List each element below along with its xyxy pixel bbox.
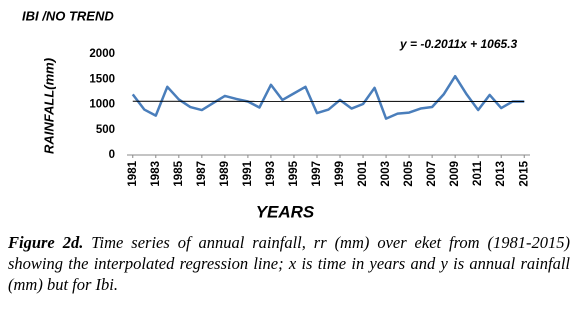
x-tick-label: 1997 (311, 161, 323, 187)
x-tick-label: 2003 (380, 161, 392, 187)
y-tick-label: 1500 (89, 73, 115, 85)
chart-title: IBI /NO TREND (22, 8, 114, 23)
x-tick-label: 1995 (288, 160, 300, 186)
x-tick-label: 1987 (196, 161, 208, 187)
trend-equation: y = -0.2011x + 1065.3 (399, 37, 518, 51)
x-tick-label: 1983 (150, 161, 162, 187)
y-tick-label: 2000 (89, 48, 115, 60)
x-tick-label: 2001 (357, 160, 369, 186)
x-tick-label: 2013 (495, 161, 507, 187)
data-line (131, 74, 525, 120)
caption: Figure 2d. Time series of annual rainfal… (8, 232, 570, 295)
y-tick-label: 500 (96, 124, 115, 136)
x-tick-label: 2005 (403, 160, 415, 186)
x-tick-label: 1989 (219, 161, 231, 187)
caption-text: Time series of annual rainfall, rr (mm) … (8, 233, 571, 294)
x-tick-label: 1981 (127, 160, 139, 186)
x-tick-label: 1991 (242, 160, 254, 186)
x-tick-label: 2007 (426, 161, 438, 187)
x-tick-label: 1999 (334, 161, 346, 187)
chart: IBI /NO TREND y = -0.2011x + 1065.3 RAIN… (22, 8, 530, 221)
y-axis-label: RAINFALL(mm) (41, 58, 56, 154)
y-tick-label: 1000 (89, 99, 115, 111)
x-axis-label: YEARS (256, 202, 315, 221)
caption-label: Figure 2d. (8, 233, 84, 252)
y-tick-label: 0 (109, 149, 115, 161)
x-tick-label: 1993 (265, 161, 277, 187)
x-tick-label: 1985 (173, 160, 185, 186)
x-tick-label: 2015 (518, 160, 530, 186)
x-tick-label: 2011 (472, 160, 484, 186)
x-tick-label: 2009 (449, 161, 461, 187)
